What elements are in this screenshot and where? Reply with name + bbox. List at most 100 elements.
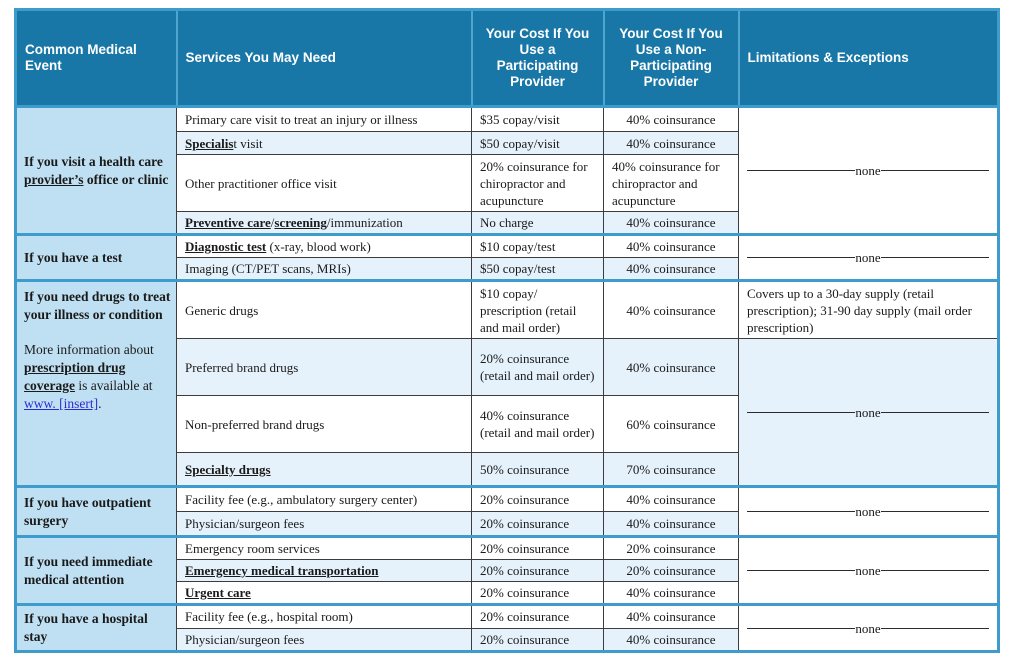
text-segment: More information about [24,342,154,357]
text-segment: If you have a test [24,249,123,265]
none-dash-line [747,627,856,629]
section-5: If you have a hospital stay Facility fee … [15,603,999,652]
event-cell: If you have a hospital stay [15,603,177,652]
none-indicator: none [747,249,989,266]
text-segment: Preventive care [185,215,271,230]
service-cell: Physician/surgeon fees [176,511,472,537]
none-dash-line [747,257,856,258]
table-row: Specialist visit $50 copay/visit 40% coins… [16,131,999,155]
table-row: If you visit a health care provider’s of… [15,105,999,235]
text-segment: Diagnostic test [185,239,267,254]
none-label: none [855,504,881,519]
participating-cost-cell: $50 copay/test [471,257,604,281]
nonparticipating-cost-cell: 60% coinsurance [603,395,739,453]
text-segment: Emergency medical transportation [185,563,379,578]
text-segment: office or clinic [83,171,169,187]
limitations-cell: Covers up to a 30-day supply (retail pre… [738,279,999,339]
participating-cost-cell: 20% coinsurance [471,627,604,652]
service-cell: Specialist visit [176,131,472,155]
text-segment: Other practitioner office visit [185,175,337,191]
service-cell: Physician/surgeon fees [176,627,472,652]
participating-cost-cell: 20% coinsurance [471,559,604,582]
table-row: If you need immediate medical attention E… [15,535,999,605]
text-segment: Urgent care [185,585,251,600]
nonparticipating-cost-cell: 40% coinsurance [603,279,739,339]
nonparticipating-cost-cell: 20% coinsurance [603,535,739,560]
event-text: More information about prescription drug… [24,341,172,413]
participating-cost-cell: 20% coinsurance [471,581,604,605]
service-cell: Imaging (CT/PET scans, MRIs) [176,257,472,281]
service-cell: Facility fee (e.g., hospital room) [176,603,472,629]
service-cell: Generic drugs [176,279,472,339]
limitations-cell: none [738,105,999,235]
service-cell: Urgent care [176,581,472,605]
text-segment: is available at [74,378,153,393]
none-dash-line [747,511,856,512]
service-cell: Emergency medical transportation [176,559,472,582]
col-header-participating: Your Cost If You Use a Participating Pro… [470,9,604,107]
none-label: none [855,620,881,636]
section-0: If you visit a health care provider’s of… [15,105,999,235]
service-cell: Other practitioner office visit [176,154,472,212]
none-label: none [855,163,881,178]
service-cell: Emergency room services [176,535,472,560]
text-segment: prescription drug coverage [24,360,126,393]
benefits-table: Common Medical Event Services You May Ne… [14,8,1000,653]
text-segment: Non-preferred brand drugs [185,416,325,432]
event-cell: If you have a test [15,233,177,281]
table-row: If you have outpatient surgery Facility f… [15,485,999,537]
participating-cost-cell: $50 copay/visit [471,131,604,155]
none-dash-line [880,627,989,629]
nonparticipating-cost-cell: 40% coinsurance [603,485,739,512]
text-segment: / [270,215,275,230]
text-segment: Physician/surgeon fees [185,516,305,531]
event-text: If you visit a health care provider’s of… [24,153,172,189]
participating-cost-cell: 40% coinsurance (retail and mail order) [471,395,604,453]
event-text: If you have outpatient surgery [24,494,172,530]
text-segment: Facility fee (e.g., ambulatory surgery c… [185,492,418,507]
none-label: none [855,563,881,578]
participating-cost-cell: 50% coinsurance [471,452,604,487]
nonparticipating-cost-cell: 40% coinsurance for chiropractor and acu… [603,154,739,212]
service-cell: Facility fee (e.g., ambulatory surgery c… [176,485,472,512]
table-row: Preferred brand drugs 20% coinsurance (re… [16,338,999,487]
nonparticipating-cost-cell: 40% coinsurance [603,131,739,155]
nonparticipating-cost-cell: 40% coinsurance [603,338,739,396]
limitations-cell: none [738,233,999,281]
event-text: If you have a hospital stay [24,610,172,646]
participating-cost-cell: $35 copay/visit [471,105,604,132]
text-segment: . [98,396,102,411]
none-dash-line [747,170,856,171]
nonparticipating-cost-cell: 40% coinsurance [603,511,739,537]
nonparticipating-cost-cell: 40% coinsurance [603,627,739,652]
none-label: none [855,250,881,265]
participating-cost-cell: 20% coinsurance [471,511,604,537]
event-text: If you have a test [24,249,172,267]
nonparticipating-cost-cell: 40% coinsurance [603,581,739,605]
none-label: none [855,404,881,420]
prescription-coverage-link[interactable]: www. [insert] [24,396,99,411]
participating-cost-cell: $10 copay/test [471,233,604,258]
event-cell: If you have outpatient surgery [15,485,177,537]
participating-cost-cell: 20% coinsurance for chiropractor and acu… [471,154,604,212]
page: Common Medical Event Services You May Ne… [14,8,1000,653]
text-segment: /immunization [326,215,403,230]
event-cell: If you visit a health care provider’s of… [15,105,177,235]
nonparticipating-cost-cell: 40% coinsurance [603,211,739,235]
section-4: If you need immediate medical attention E… [15,535,999,605]
text-segment: Physician/surgeon fees [185,631,305,647]
nonparticipating-cost-cell: 40% coinsurance [603,233,739,258]
limitations-cell: none [738,338,999,487]
col-header-nonparticipating: Your Cost If You Use a Non-Participating… [602,9,739,107]
service-cell: Non-preferred brand drugs [176,395,472,453]
table-row: Preventive care/screening/immunization No… [16,211,999,235]
table-row: If you need drugs to treat your illness … [15,279,999,487]
event-text: If you need immediate medical attention [24,553,172,589]
participating-cost-cell: No charge [471,211,604,235]
table-row: Physician/surgeon fees 20% coinsurance 40%… [16,627,999,652]
service-cell: Specialty drugs [176,452,472,487]
service-cell: Diagnostic test (x-ray, blood work) [176,233,472,258]
none-indicator: none [747,503,989,520]
none-dash-line [880,170,989,171]
participating-cost-cell: 20% coinsurance [471,535,604,560]
